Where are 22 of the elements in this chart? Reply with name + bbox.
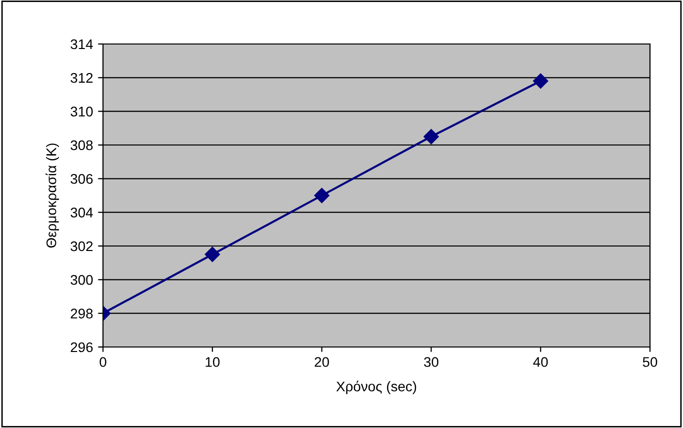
x-axis-title: Χρόνος (sec) bbox=[336, 380, 416, 394]
x-tick-label: 0 bbox=[100, 357, 106, 367]
x-tick-label: 50 bbox=[642, 357, 658, 367]
y-tick-label: 312 bbox=[70, 73, 93, 83]
x-tick-label: 10 bbox=[206, 357, 220, 367]
x-tick-label: 20 bbox=[314, 357, 329, 367]
y-tick-label: 300 bbox=[70, 275, 93, 285]
point bbox=[314, 188, 330, 204]
point bbox=[204, 246, 220, 262]
x-tick-label: 40 bbox=[533, 357, 548, 367]
y-tick-label: 296 bbox=[70, 342, 93, 352]
point bbox=[533, 73, 548, 89]
y-tick-label: 302 bbox=[70, 241, 93, 252]
x-tick-label: 30 bbox=[424, 357, 438, 367]
y-tick-label: 314 bbox=[70, 39, 93, 50]
y-tick-label: 308 bbox=[70, 140, 93, 150]
y-tick-label: 310 bbox=[70, 106, 93, 117]
y-tick-label: 298 bbox=[70, 308, 93, 319]
y-axis-title: Θερμοκρασία (K) bbox=[46, 144, 59, 248]
point bbox=[424, 129, 439, 144]
y-tick-label: 304 bbox=[70, 208, 93, 218]
y-tick-label: 306 bbox=[70, 174, 93, 184]
